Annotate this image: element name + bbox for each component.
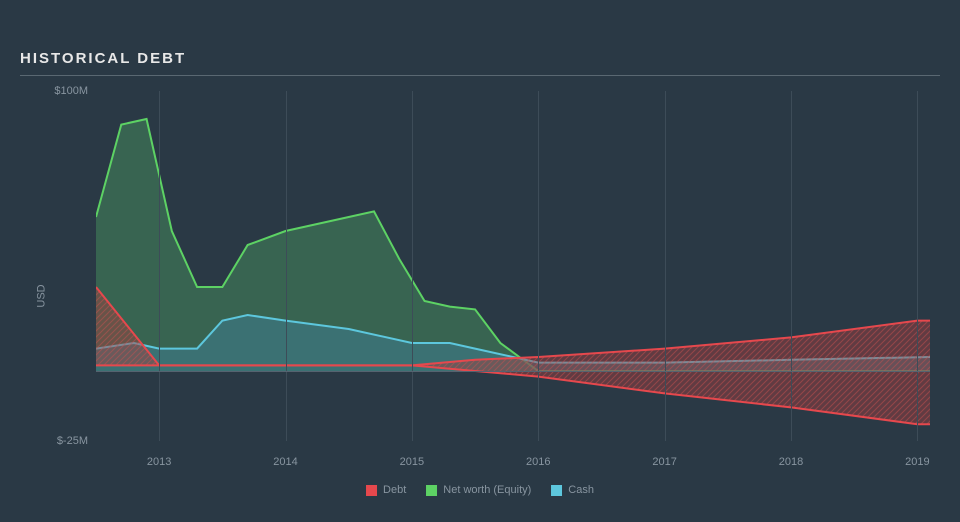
- baseline: [96, 371, 930, 372]
- y-tick-label: $-25M: [38, 435, 88, 447]
- grid-line-vertical: [538, 91, 539, 441]
- grid-line-vertical: [665, 91, 666, 441]
- chart-container: HISTORICAL DEBT USD Debt Net worth (Equit…: [0, 0, 960, 522]
- chart-wrap: USD Debt Net worth (Equity) Cash $100M $-25…: [20, 81, 940, 511]
- grid-line-vertical: [412, 91, 413, 441]
- grid-line-vertical: [917, 91, 918, 441]
- chart-svg: [96, 91, 930, 441]
- legend-label: Cash: [568, 484, 594, 496]
- legend-item: Cash: [551, 484, 594, 496]
- x-tick-label: 2015: [400, 456, 424, 468]
- x-tick-label: 2018: [779, 456, 803, 468]
- legend-item: Net worth (Equity): [426, 484, 531, 496]
- legend-item: Debt: [366, 484, 406, 496]
- y-tick-label: $100M: [38, 85, 88, 97]
- x-tick-label: 2014: [273, 456, 297, 468]
- legend-swatch: [426, 485, 437, 496]
- grid-line-vertical: [791, 91, 792, 441]
- legend-swatch: [551, 485, 562, 496]
- legend-label: Debt: [383, 484, 406, 496]
- plot-area: [96, 91, 930, 441]
- grid-line-vertical: [286, 91, 287, 441]
- x-tick-label: 2019: [905, 456, 929, 468]
- x-tick-label: 2013: [147, 456, 171, 468]
- x-tick-label: 2017: [652, 456, 676, 468]
- x-tick-label: 2016: [526, 456, 550, 468]
- legend-swatch: [366, 485, 377, 496]
- grid-line-vertical: [159, 91, 160, 441]
- legend-label: Net worth (Equity): [443, 484, 531, 496]
- y-axis-label: USD: [36, 284, 48, 307]
- chart-title: HISTORICAL DEBT: [20, 50, 940, 76]
- legend: Debt Net worth (Equity) Cash: [366, 484, 594, 496]
